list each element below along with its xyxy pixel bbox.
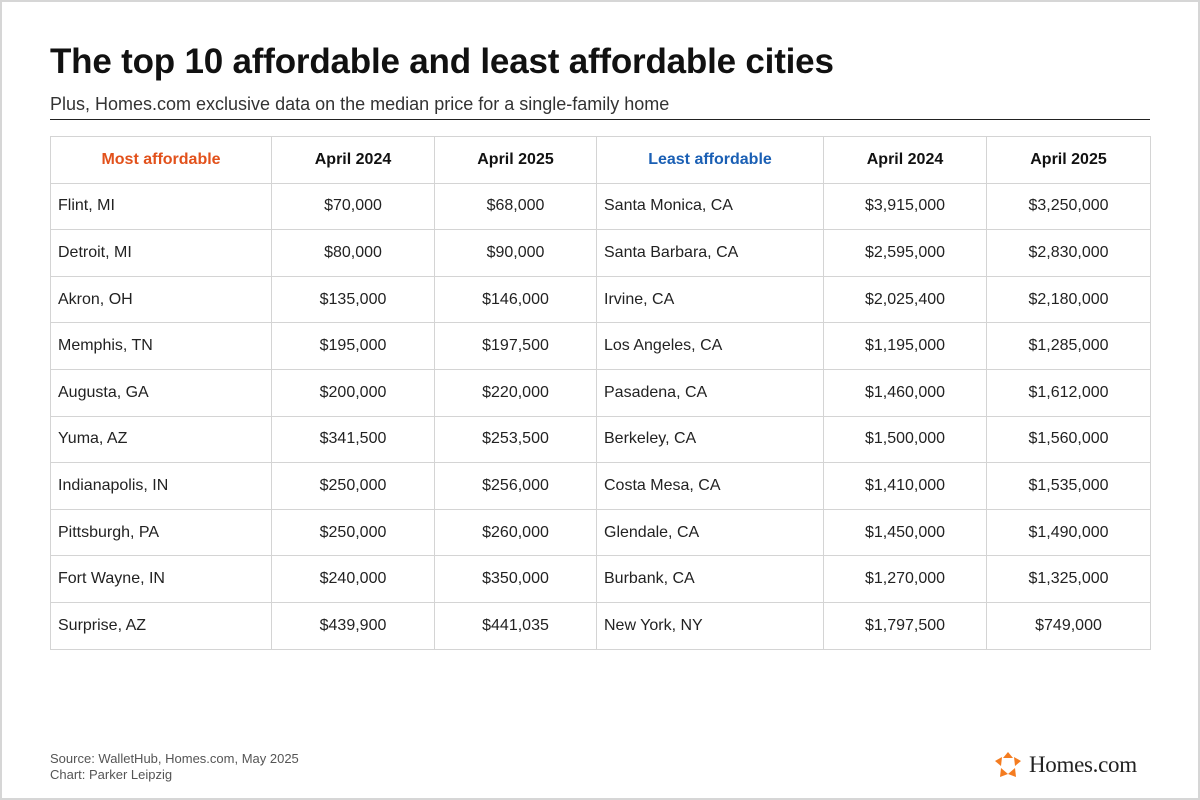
city-least-cell: Los Angeles, CA [596,322,824,370]
price-most-2025-cell: $256,000 [434,462,597,510]
city-most-cell: Pittsburgh, PA [50,508,272,557]
city-least-cell: Santa Barbara, CA [596,229,824,277]
table-row: Surprise, AZ $439,900 $441,035 New York, NY… [50,601,1151,650]
price-least-2025-cell: $1,285,000 [986,322,1151,370]
city-most-cell: Akron, OH [50,275,272,324]
city-least-cell: Santa Monica, CA [596,182,824,231]
price-least-2025-cell: $2,830,000 [986,229,1151,277]
city-least-cell: Irvine, CA [596,275,824,324]
header-most-affordable: Most affordable [50,136,272,184]
header-most-april-2025: April 2025 [434,136,597,184]
price-most-2025-cell: $90,000 [434,229,597,277]
price-most-2025-cell: $220,000 [434,368,597,417]
header-most-april-2024: April 2024 [271,136,435,184]
city-most-cell: Augusta, GA [50,368,272,417]
table-row: Pittsburgh, PA $250,000 $260,000 Glendale, … [50,508,1151,557]
homes-com-logo-icon [995,752,1021,777]
source-line: Source: WalletHub, Homes.com, May 2025 [50,751,299,766]
price-least-2024-cell: $2,595,000 [823,229,987,277]
city-most-cell: Memphis, TN [50,322,272,370]
city-most-cell: Fort Wayne, IN [50,555,272,603]
city-most-cell: Yuma, AZ [50,415,272,464]
city-least-cell: Burbank, CA [596,555,824,603]
price-most-2024-cell: $250,000 [271,508,435,557]
table-row: Yuma, AZ $341,500 $253,500 Berkeley, CA $1,5… [50,415,1151,464]
price-least-2025-cell: $749,000 [986,601,1151,650]
table-header-row: Most affordable April 2024 April 2025 Le… [50,136,1151,184]
header-least-april-2024: April 2024 [823,136,987,184]
price-most-2024-cell: $341,500 [271,415,435,464]
header-least-april-2025: April 2025 [986,136,1151,184]
price-least-2025-cell: $2,180,000 [986,275,1151,324]
price-most-2024-cell: $70,000 [271,182,435,231]
header-least-affordable: Least affordable [596,136,824,184]
city-least-cell: Costa Mesa, CA [596,462,824,510]
table-row: Indianapolis, IN $250,000 $256,000 Costa Me… [50,462,1151,510]
price-least-2024-cell: $1,410,000 [823,462,987,510]
price-most-2024-cell: $200,000 [271,368,435,417]
price-most-2024-cell: $135,000 [271,275,435,324]
price-most-2025-cell: $197,500 [434,322,597,370]
price-least-2025-cell: $1,535,000 [986,462,1151,510]
price-least-2024-cell: $2,025,400 [823,275,987,324]
price-most-2025-cell: $253,500 [434,415,597,464]
city-most-cell: Indianapolis, IN [50,462,272,510]
table-row: Fort Wayne, IN $240,000 $350,000 Burbank, C… [50,555,1151,603]
price-most-2025-cell: $441,035 [434,601,597,650]
chart-source-note: Source: WalletHub, Homes.com, May 2025 C… [50,751,299,783]
price-least-2024-cell: $3,915,000 [823,182,987,231]
city-least-cell: Pasadena, CA [596,368,824,417]
city-least-cell: Berkeley, CA [596,415,824,464]
price-most-2024-cell: $80,000 [271,229,435,277]
price-least-2025-cell: $1,490,000 [986,508,1151,557]
table-row: Detroit, MI $80,000 $90,000 Santa Barbara, … [50,229,1151,277]
price-most-2024-cell: $195,000 [271,322,435,370]
price-least-2024-cell: $1,270,000 [823,555,987,603]
table-row: Akron, OH $135,000 $146,000 Irvine, CA $2,02… [50,275,1151,324]
table-body: Flint, MI $70,000 $68,000 Santa Monica, CA $… [50,182,1151,650]
logo-wordmark: Homes.com [1029,752,1137,777]
price-least-2025-cell: $1,560,000 [986,415,1151,464]
price-least-2024-cell: $1,460,000 [823,368,987,417]
price-most-2024-cell: $439,900 [271,601,435,650]
price-least-2025-cell: $3,250,000 [986,182,1151,231]
price-least-2024-cell: $1,450,000 [823,508,987,557]
city-least-cell: New York, NY [596,601,824,650]
credit-line: Chart: Parker Leipzig [50,767,173,782]
table-row: Memphis, TN $195,000 $197,500 Los Angeles, … [50,322,1151,370]
city-most-cell: Flint, MI [50,182,272,231]
price-most-2025-cell: $68,000 [434,182,597,231]
price-least-2024-cell: $1,500,000 [823,415,987,464]
price-most-2024-cell: $240,000 [271,555,435,603]
table-row: Flint, MI $70,000 $68,000 Santa Monica, CA $… [50,182,1151,231]
price-most-2025-cell: $260,000 [434,508,597,557]
price-most-2025-cell: $350,000 [434,555,597,603]
price-most-2025-cell: $146,000 [434,275,597,324]
chart-subtitle: Plus, Homes.com exclusive data on the me… [50,94,670,114]
affordability-table: Most affordable April 2024 April 2025 Le… [50,136,1151,650]
price-least-2024-cell: $1,195,000 [823,322,987,370]
price-least-2025-cell: $1,325,000 [986,555,1151,603]
chart-title: The top 10 affordable and least affordab… [50,42,834,81]
price-least-2024-cell: $1,797,500 [823,601,987,650]
title-divider [50,119,1150,120]
price-most-2024-cell: $250,000 [271,462,435,510]
city-least-cell: Glendale, CA [596,508,824,557]
city-most-cell: Surprise, AZ [50,601,272,650]
table-row: Augusta, GA $200,000 $220,000 Pasadena, CA $… [50,368,1151,417]
price-least-2025-cell: $1,612,000 [986,368,1151,417]
homes-com-logo: Homes.com [992,748,1137,782]
city-most-cell: Detroit, MI [50,229,272,277]
